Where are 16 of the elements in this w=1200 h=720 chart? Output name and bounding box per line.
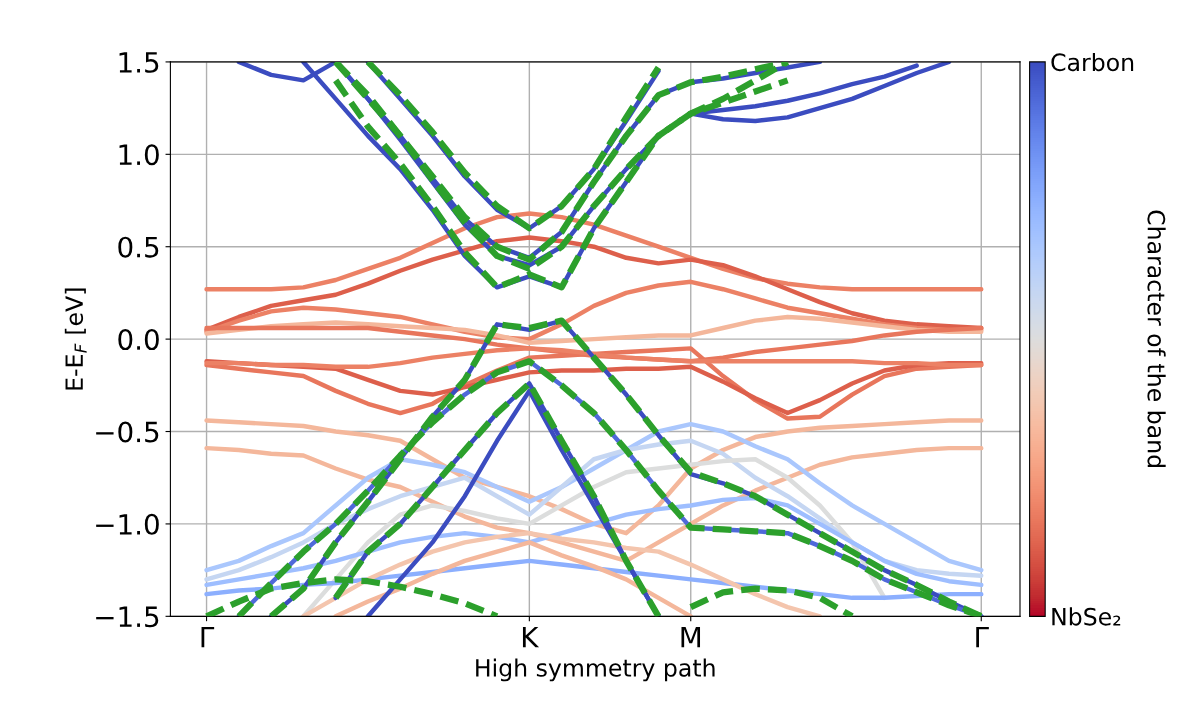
y-tick-label: 0.0: [118, 329, 159, 351]
color-bar-label: NbSe₂: [1052, 607, 1121, 626]
y-tick-label: 1.0: [119, 144, 159, 166]
y-tick-label: −0.5: [96, 421, 159, 443]
x-tick-label: Γ: [201, 626, 215, 648]
color-bar-label: Carbon: [1051, 52, 1134, 72]
y-tick-label: −1.0: [96, 513, 159, 535]
x-tick-label: K: [522, 626, 540, 648]
y-tick-label: 0.5: [118, 236, 159, 258]
x-tick-label: Γ: [976, 626, 989, 648]
x-tick-label: M: [681, 626, 701, 648]
y-tick-label: 1.5: [119, 52, 159, 73]
y-tick-label: −1.5: [96, 606, 159, 628]
color-bar-title: Character of the band: [1147, 210, 1166, 467]
y-axis-title: E-E$_{F}$ [eV]: [64, 288, 87, 390]
x-axis-title: High symmetry path: [476, 658, 715, 682]
